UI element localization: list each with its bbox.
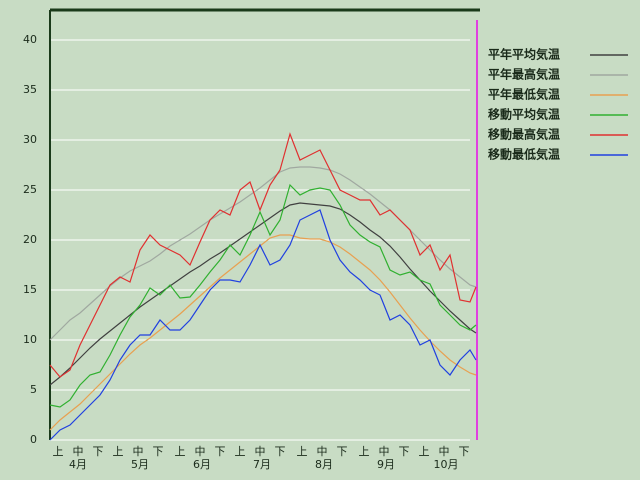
y-tick-label: 10 <box>23 333 37 346</box>
month-label: 9月 <box>377 458 395 471</box>
x-tick-label: 上 <box>175 445 186 458</box>
legend-label: 移動平均気温 <box>488 107 560 122</box>
month-label: 6月 <box>193 458 211 471</box>
month-label: 7月 <box>253 458 271 471</box>
month-label: 4月 <box>69 458 87 471</box>
x-tick-label: 下 <box>337 445 348 458</box>
y-tick-label: 30 <box>23 133 37 146</box>
x-tick-label: 中 <box>73 445 84 458</box>
x-tick-label: 上 <box>297 445 308 458</box>
x-tick-label: 上 <box>113 445 124 458</box>
month-label: 10月 <box>434 458 459 471</box>
series-line <box>49 132 477 378</box>
x-tick-label: 下 <box>275 445 286 458</box>
legend-label: 平年最高気温 <box>488 67 560 82</box>
x-tick-label: 上 <box>359 445 370 458</box>
x-tick-label: 中 <box>439 445 450 458</box>
y-tick-label: 20 <box>23 233 37 246</box>
y-tick-label: 0 <box>30 433 37 446</box>
legend-label: 移動最高気温 <box>488 127 560 142</box>
x-tick-label: 上 <box>235 445 246 458</box>
x-tick-label: 下 <box>153 445 164 458</box>
series-line <box>49 183 477 408</box>
legend-label: 平年平均気温 <box>488 47 560 62</box>
legend-label: 平年最低気温 <box>488 87 560 102</box>
x-tick-label: 上 <box>419 445 430 458</box>
x-tick-label: 上 <box>53 445 64 458</box>
month-label: 8月 <box>315 458 333 471</box>
legend-label: 移動最低気温 <box>488 147 560 162</box>
x-tick-label: 下 <box>93 445 104 458</box>
series-line <box>49 234 477 431</box>
y-tick-label: 15 <box>23 283 37 296</box>
series-line <box>49 209 477 441</box>
y-tick-label: 40 <box>23 33 37 46</box>
x-tick-label: 下 <box>399 445 410 458</box>
series-line <box>49 202 477 386</box>
y-tick-label: 5 <box>30 383 37 396</box>
x-tick-label: 下 <box>459 445 470 458</box>
x-tick-label: 中 <box>133 445 144 458</box>
x-tick-label: 中 <box>195 445 206 458</box>
y-tick-label: 35 <box>23 83 37 96</box>
series-line <box>49 166 477 341</box>
y-tick-label: 25 <box>23 183 37 196</box>
x-tick-label: 中 <box>379 445 390 458</box>
x-tick-label: 中 <box>317 445 328 458</box>
x-tick-label: 中 <box>255 445 266 458</box>
x-tick-label: 下 <box>215 445 226 458</box>
month-label: 5月 <box>131 458 149 471</box>
